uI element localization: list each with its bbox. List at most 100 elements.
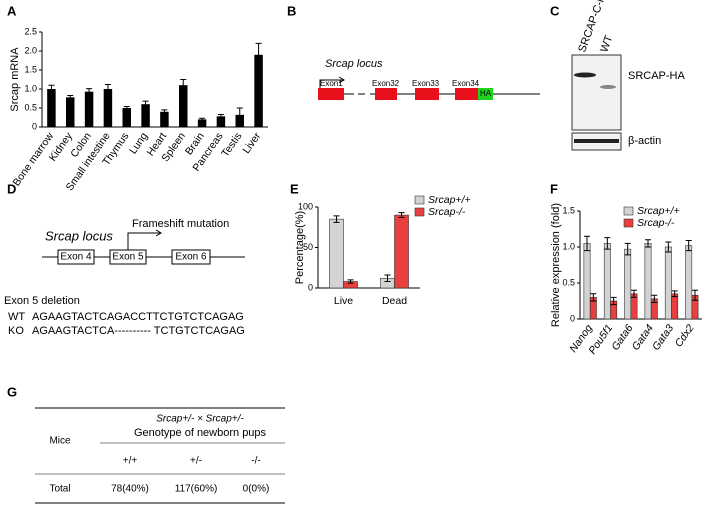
- x-tick-label: Live: [334, 295, 353, 307]
- panel-label: E: [290, 181, 299, 196]
- x-tick-label: Liver: [240, 130, 263, 156]
- legend-swatch: [414, 207, 425, 217]
- legend-label: Srcap-/-: [637, 217, 675, 229]
- arrow-head: [338, 76, 345, 84]
- column-header: +/+: [123, 456, 138, 467]
- y-tick-label: 0: [308, 282, 313, 292]
- error-bar: [665, 241, 672, 253]
- bar: [644, 243, 652, 320]
- locus-label: Srcap locus: [325, 58, 383, 70]
- error-bar: [584, 235, 591, 252]
- exon: [109, 249, 147, 265]
- bar: [179, 85, 188, 127]
- genotype: WT: [8, 311, 25, 323]
- legend-label: Srcap-/-: [428, 206, 466, 218]
- exon-label: Exon32: [372, 79, 400, 88]
- bar: [671, 293, 679, 320]
- bar: [685, 245, 693, 320]
- bar: [394, 214, 409, 289]
- bar: [141, 104, 150, 127]
- legend-label: Srcap+/+: [428, 194, 471, 206]
- error-bar: [142, 100, 149, 108]
- y-axis-label: Srcap mRNA: [9, 47, 21, 112]
- y-tick-label: 0: [32, 121, 37, 131]
- error-bar: [685, 240, 692, 252]
- bar: [66, 97, 75, 127]
- arrow-head: [155, 229, 162, 237]
- x-tick-label: Gata3: [650, 322, 676, 352]
- table: Srcap+/- × Srcap+/- Genotype of newborn …: [35, 407, 285, 504]
- error-bar: [624, 242, 631, 256]
- bar: [160, 111, 169, 127]
- table-cell: Total: [49, 484, 70, 495]
- annotation: Frameshift mutation: [132, 218, 229, 230]
- blot: [571, 54, 622, 131]
- error-bar: [671, 290, 678, 298]
- band-label: SRCAP-HA: [628, 70, 686, 82]
- lane-label: WT: [598, 34, 615, 54]
- locus-label: Srcap locus: [45, 228, 113, 243]
- error-bar: [104, 83, 111, 95]
- tag-label: HA: [480, 89, 492, 98]
- error-bar: [48, 84, 55, 94]
- bar: [583, 243, 591, 320]
- exon-label: Exon 5: [112, 252, 144, 263]
- exon: [455, 88, 478, 100]
- panel-label: D: [7, 181, 16, 196]
- x-tick-label: Testis: [219, 130, 244, 159]
- error-bar: [161, 109, 168, 115]
- gene-diagram: Srcap locus Exon1 Exon32 Exon33 Exon34 H…: [318, 58, 540, 100]
- error-bar: [199, 117, 206, 122]
- y-tick-label: 50: [303, 242, 313, 252]
- y-tick-label: 0: [570, 313, 575, 323]
- error-bar: [384, 274, 391, 283]
- error-bar: [610, 296, 617, 306]
- band: [574, 139, 619, 143]
- western-blot: SRCAP-C-HA WT SRCAP-HA β-actin: [571, 0, 686, 151]
- bar: [197, 119, 207, 127]
- column-header: +/-: [190, 456, 202, 467]
- legend-swatch: [623, 218, 634, 228]
- panel-label: B: [287, 3, 296, 18]
- error-bar: [180, 79, 187, 92]
- error-bar: [67, 94, 74, 100]
- y-tick-label: 0.5: [562, 277, 575, 287]
- table-header: Genotype of newborn pups: [134, 427, 267, 439]
- x-tick-label: Dead: [382, 295, 407, 307]
- error-bar: [333, 215, 340, 223]
- ha-tag: [478, 88, 493, 100]
- bar: [47, 89, 56, 127]
- column-header: -/-: [251, 456, 260, 467]
- error-bar: [645, 239, 652, 248]
- y-axis-label: Relative expression (fold): [550, 203, 562, 327]
- bar: [122, 108, 131, 127]
- bar: [624, 248, 632, 320]
- genotype: KO: [8, 325, 24, 337]
- y-tick-label: 1.0: [562, 241, 575, 251]
- band: [574, 72, 596, 78]
- bar: [84, 91, 94, 127]
- exon-label: Exon 4: [60, 252, 92, 263]
- error-bar: [630, 289, 637, 298]
- error-bar: [236, 107, 243, 123]
- bar: [329, 218, 344, 289]
- exon: [318, 88, 344, 100]
- table-cell: 0(0%): [243, 484, 270, 495]
- y-tick-label: 1.5: [562, 205, 575, 215]
- error-bar: [604, 237, 611, 250]
- y-axis-label: Percentage(%): [294, 211, 306, 284]
- band: [600, 85, 616, 89]
- panel-label: F: [550, 181, 558, 196]
- exon-label: Exon1: [320, 79, 343, 88]
- bar: [216, 116, 226, 127]
- error-bar: [123, 105, 130, 111]
- exon: [415, 88, 439, 100]
- table-header: Mice: [49, 436, 71, 447]
- table-cell: 78(40%): [111, 484, 149, 495]
- error-bar: [651, 294, 658, 303]
- exon: [171, 249, 211, 265]
- y-tick-label: 2.0: [24, 45, 37, 55]
- bar: [664, 246, 672, 320]
- exon: [375, 88, 397, 100]
- exon: [57, 249, 95, 265]
